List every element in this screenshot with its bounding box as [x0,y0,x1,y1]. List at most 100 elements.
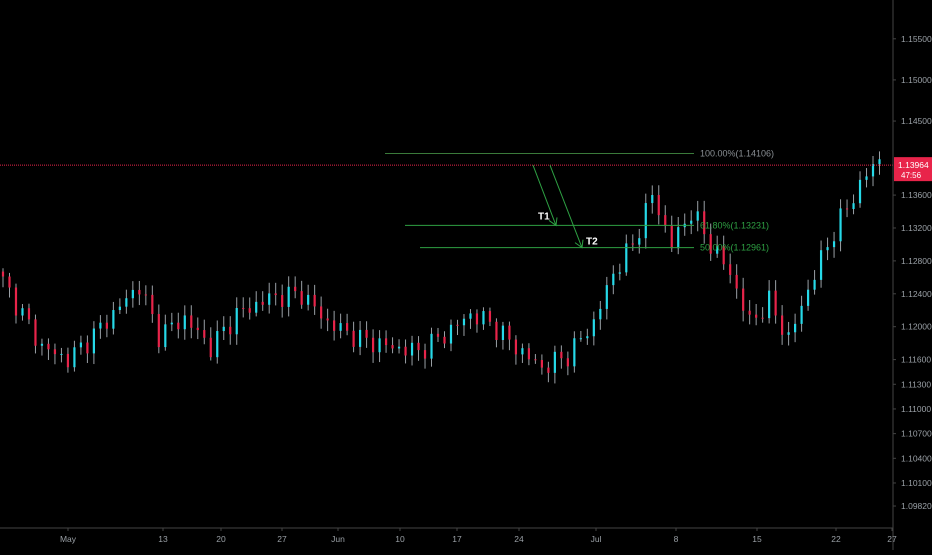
candle [716,235,719,258]
candle [761,307,764,323]
current-price-tag: 1.13964 47:56 [894,157,932,182]
candle [748,300,751,325]
candle-body [358,329,362,347]
candle-body [53,349,57,355]
candle [404,339,407,364]
candle-body [501,325,505,340]
candle [573,331,576,373]
candle-body [813,279,816,290]
time-axis[interactable]: May 13 20 27 Jun 10 17 24 Jul 8 15 22 27 [0,527,897,544]
candle-body [735,274,738,289]
candle [248,297,251,320]
candle-body [235,307,238,335]
candle-body [599,308,602,320]
candle-body [781,315,784,335]
candle-body [566,358,569,367]
candle-body [768,290,771,319]
candle [787,321,790,346]
candle [274,282,277,306]
candle [774,280,777,324]
candle-body [8,276,11,288]
candle-body [339,323,342,331]
candle-body [66,353,70,368]
candle-body [774,290,777,316]
price-axis[interactable]: 1.15500 1.15000 1.14500 1.13600 1.13200 1.128… [892,0,932,550]
candle-body [436,333,440,337]
candle [605,276,608,320]
candle [482,307,485,330]
candle [495,318,498,348]
candle-body [86,342,89,354]
candle [781,305,784,345]
time-axis-tick-label: 27 [277,534,287,544]
candle [79,335,83,355]
candle-body [527,348,531,360]
candle [151,285,154,323]
candle [8,272,11,298]
candle-body [209,337,212,358]
candle [27,303,31,325]
price-axis-tick-label: 1.10400 [901,453,932,463]
candle-body [852,203,855,209]
candle-body [819,250,823,280]
candle [391,337,394,354]
candle-body [722,246,725,265]
candle [216,320,219,364]
candle-body [99,322,102,329]
candle [845,199,849,218]
candle [521,343,524,363]
candle-body [157,314,160,348]
price-axis-tick-label: 1.12800 [901,256,932,266]
candle-body [300,291,303,305]
candle-body [268,293,271,305]
candle-body [248,308,251,313]
candle-body [34,319,37,346]
candle [190,305,193,339]
candle [203,319,206,345]
candle-body [612,273,615,286]
candle-body [644,203,647,239]
candle [547,361,550,383]
target-label-t2: T2 [586,237,598,248]
candle-body [346,323,349,331]
candle-body [865,176,868,180]
candle-body [755,314,758,318]
candle-body [112,310,115,329]
target-arrow-t2[interactable] [549,164,584,249]
candle [430,327,433,367]
candle-body [690,220,693,224]
target-arrow-t1[interactable] [532,164,558,227]
candle-body [79,342,83,348]
time-axis-tick-label: 27 [887,534,897,544]
candle-body [40,343,44,346]
candle-body [333,320,336,331]
candle [579,331,582,342]
candle [365,321,368,348]
candle [871,155,875,187]
candle-body [495,321,498,340]
candle-body [118,306,121,311]
bar-countdown: 47:56 [901,171,922,180]
candle-body [845,208,849,210]
candle [813,270,816,295]
candle-body [105,322,108,329]
candle [73,340,76,372]
candle-body [579,338,582,340]
candle-body [21,308,24,316]
candle [852,194,855,215]
candle-body [475,313,479,325]
candle-body [456,324,459,326]
price-axis-tick-label: 1.10700 [901,429,932,439]
candle-body [378,338,381,353]
candle [339,313,342,339]
candle [806,279,810,311]
candle [397,339,401,354]
candle [66,347,70,373]
candle [677,216,680,255]
candle-body [488,311,492,322]
candle-body [27,308,31,320]
candle-body [625,243,628,273]
candle-body [664,215,667,226]
